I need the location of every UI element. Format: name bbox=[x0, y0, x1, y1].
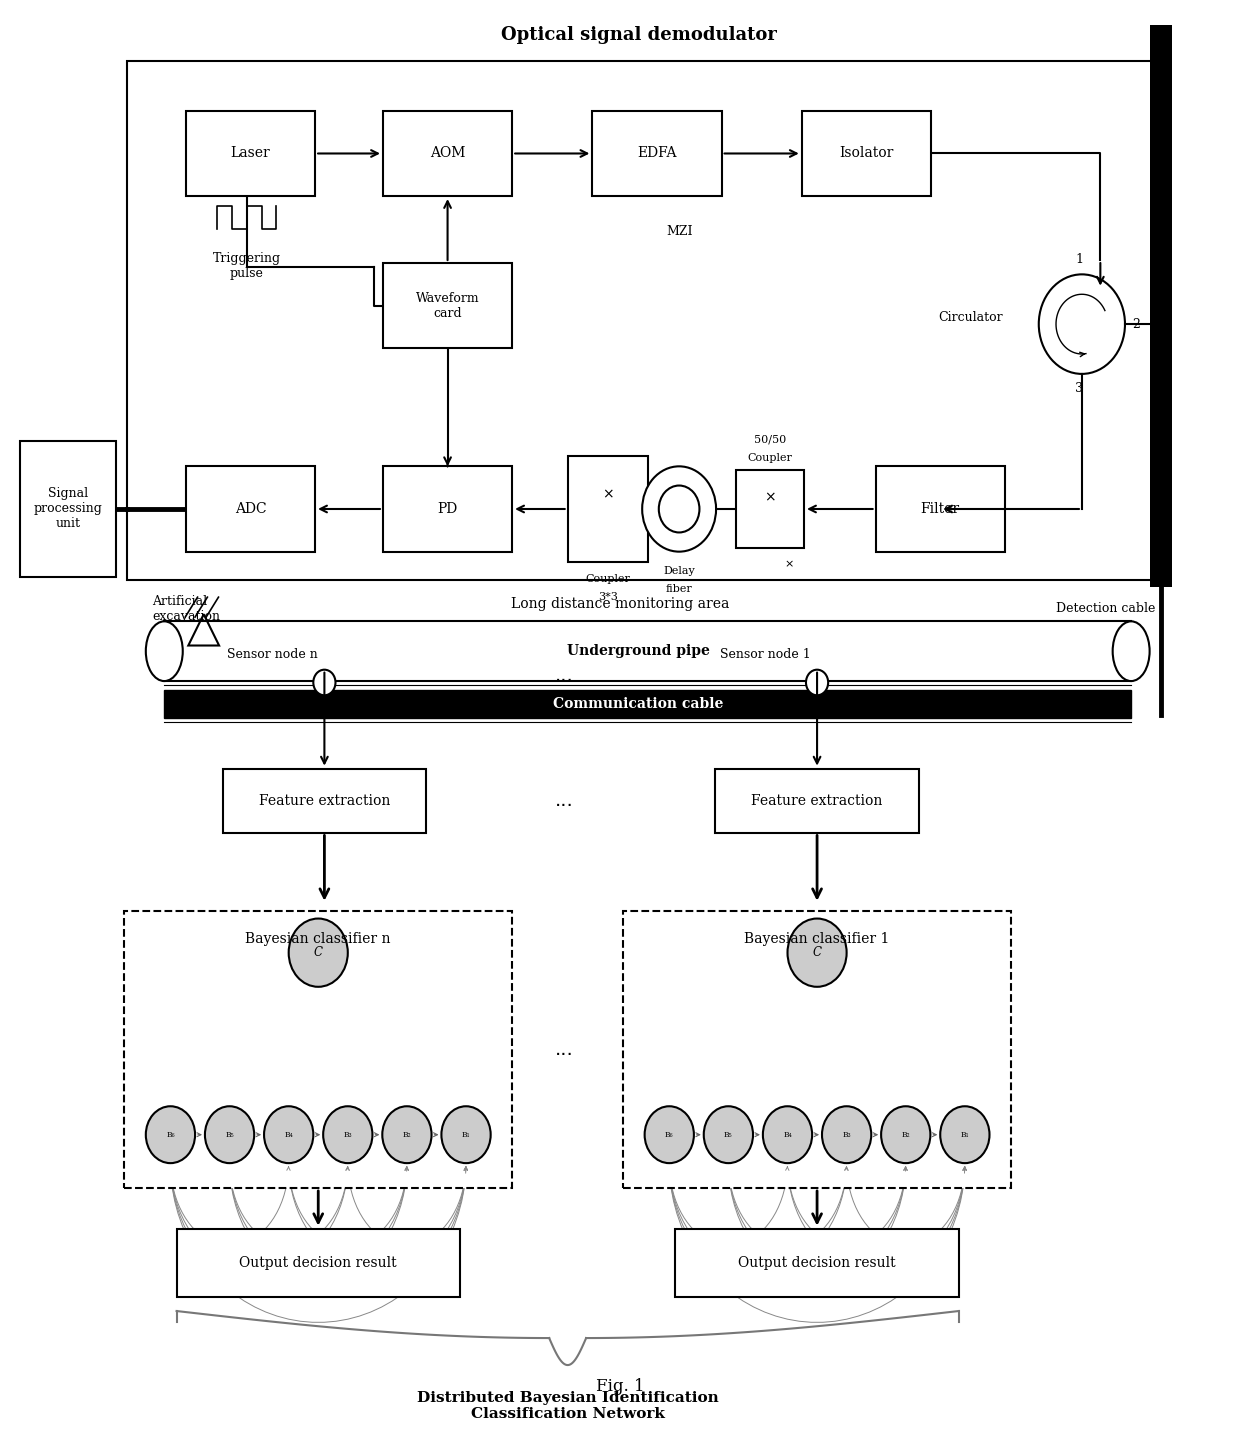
Text: Waveform
card: Waveform card bbox=[415, 292, 480, 320]
FancyBboxPatch shape bbox=[186, 110, 315, 196]
Text: B₂: B₂ bbox=[901, 1131, 910, 1139]
Text: Isolator: Isolator bbox=[839, 146, 894, 160]
FancyBboxPatch shape bbox=[802, 110, 931, 196]
Text: Triggering
pulse: Triggering pulse bbox=[213, 252, 281, 279]
FancyBboxPatch shape bbox=[383, 264, 512, 348]
FancyBboxPatch shape bbox=[568, 456, 647, 562]
Text: Coupler: Coupler bbox=[748, 453, 792, 463]
Text: Fig. 1: Fig. 1 bbox=[595, 1379, 645, 1394]
Text: Bayesian classifier n: Bayesian classifier n bbox=[246, 931, 391, 946]
Text: B₅: B₅ bbox=[724, 1131, 733, 1139]
Text: ×: × bbox=[601, 487, 614, 502]
Text: Sensor node n: Sensor node n bbox=[227, 648, 319, 661]
Circle shape bbox=[264, 1106, 314, 1164]
Text: 2: 2 bbox=[1132, 318, 1141, 331]
Text: B₃: B₃ bbox=[842, 1131, 851, 1139]
Circle shape bbox=[658, 486, 699, 533]
Text: Detection cable: Detection cable bbox=[1056, 602, 1156, 615]
FancyBboxPatch shape bbox=[164, 689, 1131, 718]
FancyBboxPatch shape bbox=[676, 1228, 959, 1297]
Circle shape bbox=[314, 669, 336, 695]
Text: B₆: B₆ bbox=[665, 1131, 673, 1139]
Text: Artificial
excavation: Artificial excavation bbox=[153, 595, 219, 622]
Text: EDFA: EDFA bbox=[637, 146, 677, 160]
FancyBboxPatch shape bbox=[186, 466, 315, 552]
Circle shape bbox=[642, 466, 715, 552]
Text: C: C bbox=[314, 946, 322, 959]
Text: Laser: Laser bbox=[231, 146, 270, 160]
Text: 3: 3 bbox=[1075, 383, 1084, 396]
Text: ADC: ADC bbox=[234, 502, 267, 516]
Circle shape bbox=[704, 1106, 753, 1164]
Text: B₁: B₁ bbox=[461, 1131, 470, 1139]
Text: Coupler: Coupler bbox=[585, 573, 630, 583]
FancyBboxPatch shape bbox=[164, 622, 1131, 681]
Text: 50/50: 50/50 bbox=[754, 434, 786, 444]
Circle shape bbox=[645, 1106, 694, 1164]
Circle shape bbox=[441, 1106, 491, 1164]
Text: Distributed Bayesian Identification
Classification Network: Distributed Bayesian Identification Clas… bbox=[417, 1390, 718, 1422]
Text: Long distance monitoring area: Long distance monitoring area bbox=[511, 598, 729, 612]
Text: B₅: B₅ bbox=[226, 1131, 234, 1139]
Text: ×: × bbox=[764, 490, 776, 504]
Text: B₃: B₃ bbox=[343, 1131, 352, 1139]
FancyBboxPatch shape bbox=[593, 110, 722, 196]
Text: 3*3: 3*3 bbox=[598, 592, 618, 602]
Text: B₄: B₄ bbox=[784, 1131, 792, 1139]
FancyBboxPatch shape bbox=[176, 1228, 460, 1297]
Text: ...: ... bbox=[556, 1040, 574, 1059]
Circle shape bbox=[787, 919, 847, 987]
Circle shape bbox=[806, 669, 828, 695]
Ellipse shape bbox=[1112, 622, 1149, 681]
FancyBboxPatch shape bbox=[223, 768, 427, 833]
Ellipse shape bbox=[146, 622, 182, 681]
Text: MZI: MZI bbox=[666, 225, 692, 238]
Text: AOM: AOM bbox=[430, 146, 465, 160]
Text: Filter: Filter bbox=[920, 502, 960, 516]
Text: Feature extraction: Feature extraction bbox=[259, 794, 391, 808]
Text: PD: PD bbox=[438, 502, 458, 516]
Circle shape bbox=[940, 1106, 990, 1164]
Circle shape bbox=[822, 1106, 872, 1164]
FancyBboxPatch shape bbox=[383, 110, 512, 196]
FancyBboxPatch shape bbox=[622, 911, 1011, 1188]
FancyBboxPatch shape bbox=[875, 466, 1004, 552]
Text: Sensor node 1: Sensor node 1 bbox=[720, 648, 811, 661]
FancyBboxPatch shape bbox=[124, 911, 512, 1188]
Text: B₂: B₂ bbox=[403, 1131, 412, 1139]
Text: C: C bbox=[812, 946, 822, 959]
FancyBboxPatch shape bbox=[737, 470, 804, 547]
Circle shape bbox=[882, 1106, 930, 1164]
Circle shape bbox=[382, 1106, 432, 1164]
Circle shape bbox=[146, 1106, 195, 1164]
Text: Feature extraction: Feature extraction bbox=[751, 794, 883, 808]
Text: B₁: B₁ bbox=[961, 1131, 970, 1139]
FancyBboxPatch shape bbox=[715, 768, 919, 833]
Text: Delay: Delay bbox=[663, 566, 694, 576]
FancyBboxPatch shape bbox=[128, 62, 1156, 580]
Circle shape bbox=[205, 1106, 254, 1164]
Text: ×: × bbox=[784, 559, 794, 569]
Text: Bayesian classifier 1: Bayesian classifier 1 bbox=[744, 931, 890, 946]
FancyBboxPatch shape bbox=[383, 466, 512, 552]
Text: Optical signal demodulator: Optical signal demodulator bbox=[501, 26, 776, 44]
Text: Output decision result: Output decision result bbox=[239, 1255, 397, 1270]
Circle shape bbox=[289, 919, 347, 987]
Text: 1: 1 bbox=[1075, 252, 1084, 267]
Text: Signal
processing
unit: Signal processing unit bbox=[33, 487, 103, 530]
Circle shape bbox=[763, 1106, 812, 1164]
Text: B₆: B₆ bbox=[166, 1131, 175, 1139]
FancyBboxPatch shape bbox=[20, 441, 117, 577]
Text: ...: ... bbox=[556, 791, 574, 810]
Text: Output decision result: Output decision result bbox=[738, 1255, 895, 1270]
Text: Circulator: Circulator bbox=[939, 311, 1003, 324]
Text: Communication cable: Communication cable bbox=[553, 696, 724, 711]
Text: ...: ... bbox=[556, 666, 574, 685]
FancyBboxPatch shape bbox=[1149, 26, 1172, 588]
Circle shape bbox=[324, 1106, 372, 1164]
Text: Underground pipe: Underground pipe bbox=[567, 645, 711, 658]
Text: B₄: B₄ bbox=[284, 1131, 293, 1139]
Text: fiber: fiber bbox=[666, 585, 692, 595]
